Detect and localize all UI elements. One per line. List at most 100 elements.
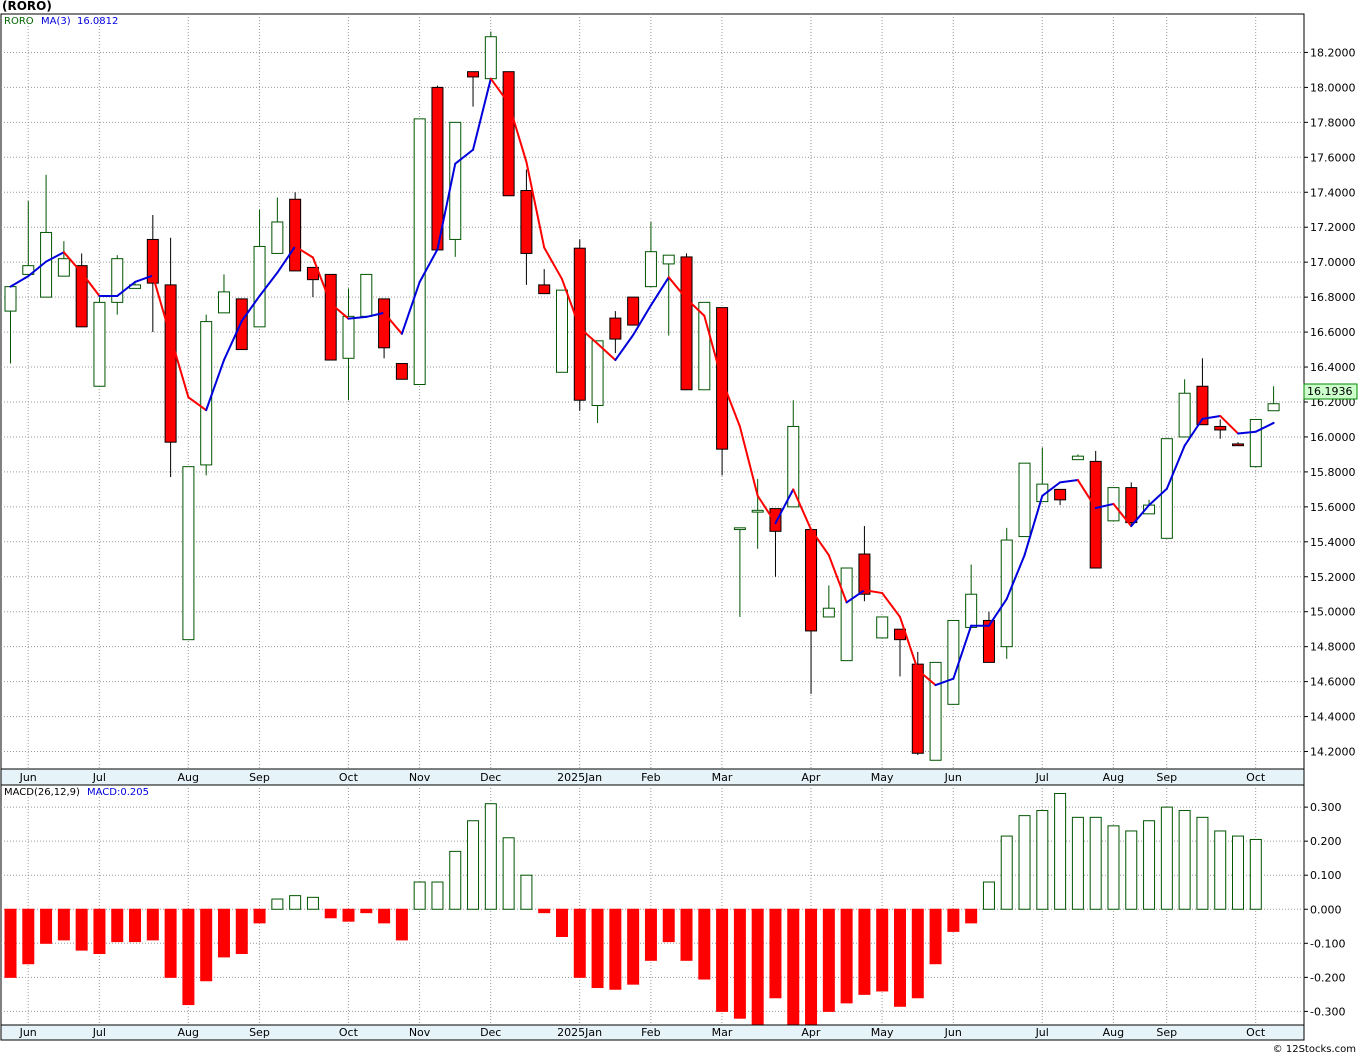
ma-segment <box>774 488 795 525</box>
candle-body <box>520 190 533 254</box>
x-axis-label: Jul <box>1035 771 1049 784</box>
x-axis-label: Apr <box>801 1026 821 1039</box>
ma-segment <box>881 592 901 618</box>
candle-body <box>164 284 177 443</box>
candle-body <box>538 284 551 295</box>
candle-body <box>200 321 213 466</box>
macd-bar <box>894 908 906 1007</box>
x-axis-label: 2025Jan <box>557 1026 602 1039</box>
candle-body <box>751 509 764 513</box>
ma-segment <box>667 276 688 300</box>
x-axis-label: Jun <box>19 1026 37 1039</box>
ma-segment <box>9 275 30 288</box>
price-y-tick-label: 14.6000 <box>1310 676 1356 689</box>
macd-bar <box>716 908 729 1012</box>
ma-segment <box>240 294 261 323</box>
macd-bar <box>609 908 622 990</box>
candle-body <box>502 71 515 197</box>
x-axis-label: 2025Jan <box>557 771 602 784</box>
candle-body <box>1267 403 1280 412</box>
x-axis-label: Jul <box>92 1026 106 1039</box>
candle-body <box>1214 425 1227 431</box>
macd-bar <box>484 803 497 910</box>
ma-segment <box>383 311 403 335</box>
candle-body <box>555 289 568 373</box>
macd-legend-label: MACD(26,12,9) <box>4 787 80 798</box>
candle-body <box>289 198 302 272</box>
ma-segment <box>1219 414 1240 435</box>
macd-bar <box>591 908 604 989</box>
ma-segment <box>329 302 350 320</box>
last-price-label: 16.1936 <box>1307 385 1353 398</box>
candle-body <box>947 619 960 705</box>
price-candles <box>4 31 1280 761</box>
x-axis-label: Oct <box>1246 1026 1266 1039</box>
ma-segment <box>222 320 243 362</box>
x-axis-label: Jul <box>1035 1026 1049 1039</box>
price-y-tick-label: 15.6000 <box>1310 501 1356 514</box>
macd-bar <box>57 908 70 941</box>
x-axis-label: Aug <box>1103 771 1124 784</box>
price-y-tick-label: 16.6000 <box>1310 326 1356 339</box>
macd-bar <box>929 908 942 965</box>
candle-body <box>1018 462 1031 538</box>
candle-body <box>395 363 408 380</box>
macd-bar <box>787 908 800 1026</box>
ma-segment <box>400 280 421 335</box>
ma-segment <box>80 271 101 297</box>
macd-y-axis: 0.300 0.200 0.100 0.000 -0.100 -0.200 -0.300 <box>1304 801 1345 1018</box>
macd-bar <box>449 850 462 910</box>
macd-bar <box>200 908 213 982</box>
price-y-tick-label: 17.4000 <box>1310 186 1356 199</box>
macd-bar <box>235 908 248 955</box>
x-axis-label: May <box>871 771 894 784</box>
x-axis-strip-bottom <box>0 1024 1305 1041</box>
macd-bar <box>253 908 266 924</box>
ma-segment <box>1041 481 1062 497</box>
candle-body <box>1125 487 1138 524</box>
ma-segment <box>1237 430 1257 435</box>
candle-body <box>93 301 106 387</box>
macd-y-tick-label: -0.200 <box>1310 971 1345 984</box>
macd-y-tick-label: -0.100 <box>1310 937 1345 950</box>
legend-ma-label: MA(3) <box>41 16 71 27</box>
x-axis-label: Dec <box>480 1026 501 1039</box>
macd-bar <box>965 908 978 924</box>
macd-bar <box>306 896 319 910</box>
macd-bar <box>1089 816 1102 910</box>
x-axis-label: Mar <box>712 771 733 784</box>
macd-bar <box>40 908 53 944</box>
price-panel: 18.2000 18.0000 17.8000 17.6000 17.4000 17.20… <box>0 13 1358 770</box>
macd-bar <box>75 908 88 951</box>
ma-segment <box>685 297 706 317</box>
x-axis-label: Oct <box>1246 771 1266 784</box>
ma-segment <box>1148 487 1168 507</box>
x-axis-label: Sep <box>249 1026 270 1039</box>
candle-body <box>1232 443 1245 447</box>
macd-bar <box>911 908 924 999</box>
chart-title: (RORO) <box>2 0 52 13</box>
candle-body <box>1178 392 1191 438</box>
ma-segment <box>863 589 884 595</box>
macd-bar <box>876 908 889 992</box>
ma-segment <box>454 148 475 165</box>
candle-body <box>324 273 337 361</box>
x-axis-label: Oct <box>339 771 359 784</box>
candle-body <box>965 593 978 628</box>
x-axis-label: May <box>871 1026 894 1039</box>
candle-body <box>360 273 373 317</box>
macd-bar <box>4 908 17 978</box>
candle-body <box>787 425 800 508</box>
macd-bar <box>467 820 480 910</box>
ma-segment <box>365 311 386 318</box>
macd-bar <box>1178 810 1191 910</box>
ma-segment <box>756 494 777 525</box>
candle-body <box>378 298 391 349</box>
x-axis-label: Apr <box>801 771 821 784</box>
price-y-tick-label: 17.6000 <box>1310 151 1356 164</box>
candle-body <box>431 86 444 251</box>
macd-bar <box>822 908 835 1012</box>
macd-bar <box>1143 820 1156 910</box>
candle-body <box>484 36 497 80</box>
